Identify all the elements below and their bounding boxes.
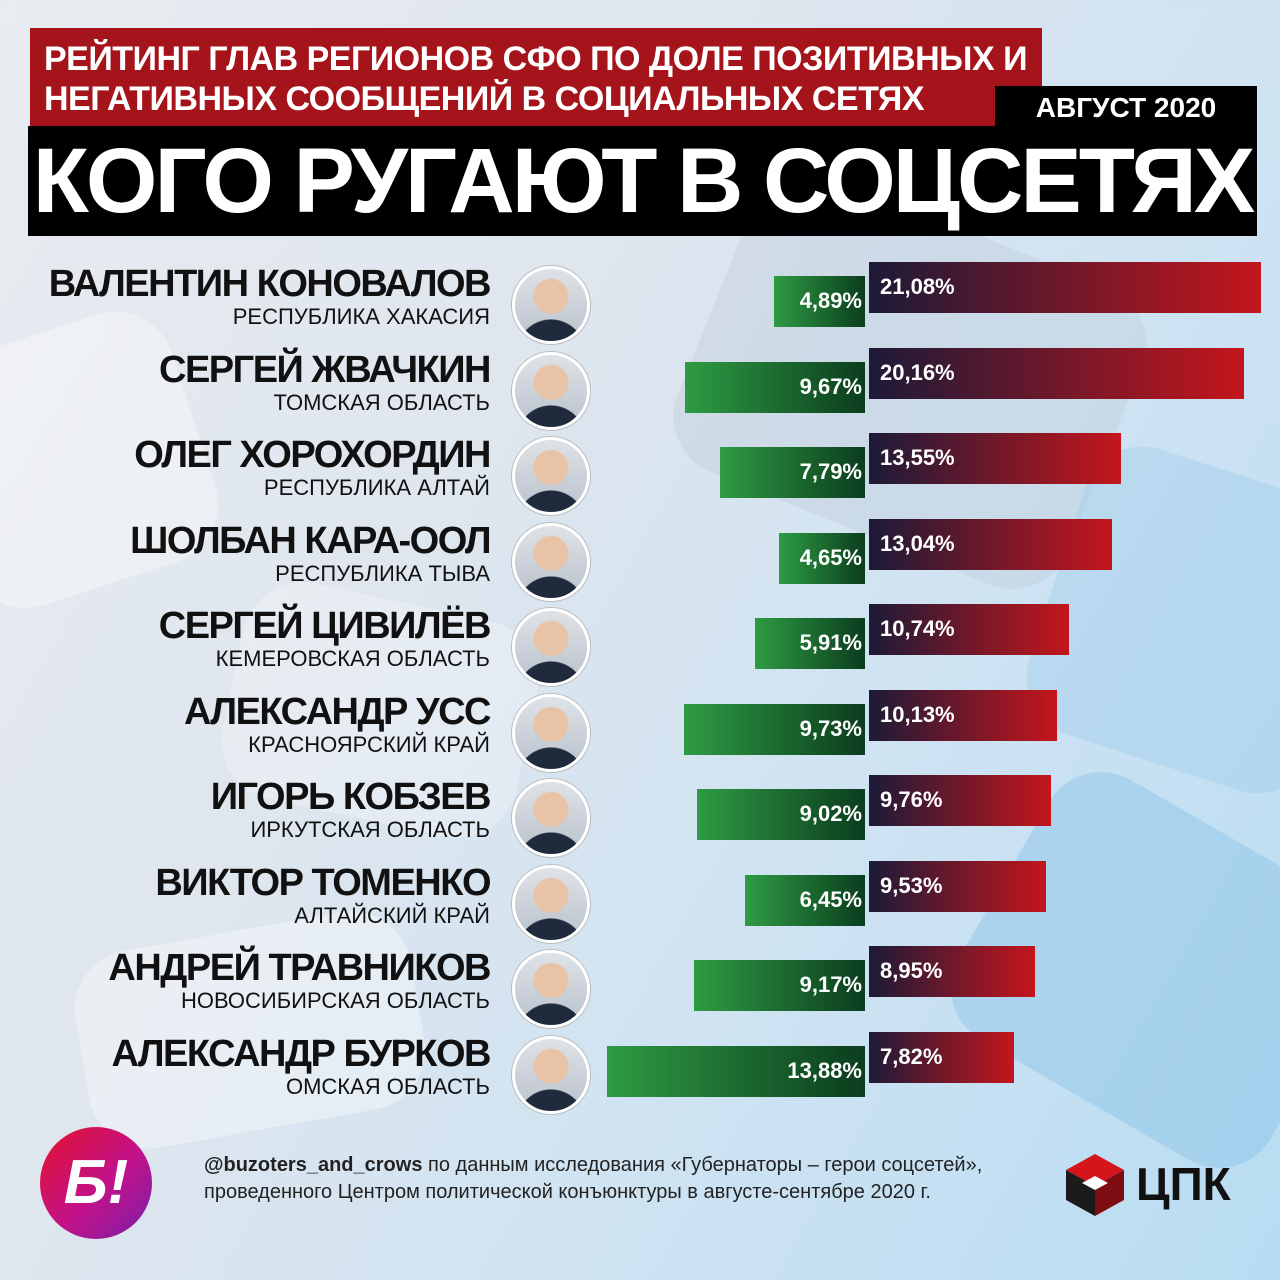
- header-subtitle-line1: РЕЙТИНГ ГЛАВ РЕГИОНОВ СФО ПО ДОЛЕ ПОЗИТИ…: [44, 40, 1028, 78]
- positive-bar: [697, 789, 865, 840]
- region-name: ТОМСКАЯ ОБЛАСТЬ: [273, 389, 490, 415]
- chart-row: ШОЛБАН КАРА-ООЛ РЕСПУБЛИКА ТЫВА 4,65% 13,04…: [0, 518, 1280, 601]
- governor-avatar: [512, 1035, 590, 1114]
- header-subtitle-line2: НЕГАТИВНЫХ СООБЩЕНИЙ В СОЦИАЛЬНЫХ СЕТЯХ: [44, 80, 925, 118]
- governor-name: ВИКТОР ТОМЕНКО: [155, 861, 491, 904]
- governor-name: ИГОРЬ КОБЗЕВ: [210, 776, 492, 818]
- governor-avatar: [512, 351, 590, 430]
- governor-avatar: [512, 266, 590, 344]
- negative-value-label: 9,76%: [880, 787, 943, 812]
- region-name: РЕСПУБЛИКА ХАКАСИЯ: [232, 304, 490, 329]
- region-name: ОМСКАЯ ОБЛАСТЬ: [285, 1073, 490, 1099]
- footer-text-line1: по данным исследования «Губернаторы – ге…: [422, 1154, 983, 1176]
- negative-value-label: 13,55%: [880, 445, 955, 470]
- positive-value-label: 4,89%: [799, 288, 862, 313]
- region-name: РЕСПУБЛИКА АЛТАЙ: [263, 475, 490, 500]
- positive-value-label: 4,65%: [799, 544, 862, 570]
- negative-bar: [869, 860, 1047, 912]
- chart-row: СЕРГЕЙ ЖВАЧКИН ТОМСКАЯ ОБЛАСТЬ 9,67% 20,16%: [0, 347, 1280, 430]
- footer-handle: @buzoters_and_crows: [204, 1154, 423, 1176]
- chart-row: АЛЕКСАНДР УСС КРАСНОЯРСКИЙ КРАЙ 9,73% 10,13…: [0, 689, 1280, 772]
- negative-value-label: 13,04%: [880, 530, 955, 556]
- cpk-logo-text: ЦПК: [1136, 1158, 1231, 1210]
- chart-row: ВАЛЕНТИН КОНОВАЛОВ РЕСПУБЛИКА ХАКАСИЯ 4,89…: [0, 262, 1280, 344]
- chart-row: ИГОРЬ КОБЗЕВ ИРКУТСКАЯ ОБЛАСТЬ 9,02% 9,76%: [0, 775, 1280, 857]
- negative-value-label: 7,82%: [880, 1043, 943, 1069]
- positive-value-label: 9,02%: [799, 801, 862, 826]
- region-name: РЕСПУБЛИКА ТЫВА: [275, 560, 490, 586]
- positive-bar: [606, 1045, 865, 1097]
- governor-avatar: [512, 779, 590, 857]
- governor-name: ОЛЕГ ХОРОХОРДИН: [134, 434, 491, 476]
- chart-row: АНДРЕЙ ТРАВНИКОВ НОВОСИБИРСКАЯ ОБЛАСТЬ 9,1…: [0, 946, 1280, 1028]
- negative-bar: [869, 946, 1036, 997]
- governor-avatar: [512, 522, 590, 601]
- positive-bar: [745, 874, 865, 926]
- negative-value-label: 10,13%: [880, 701, 955, 727]
- negative-bar: [869, 518, 1112, 570]
- negative-bar: [869, 775, 1051, 826]
- negative-bar: [869, 689, 1058, 741]
- governor-name: АЛЕКСАНДР УСС: [184, 690, 492, 733]
- positive-bar: [720, 447, 865, 498]
- negative-bar: [869, 262, 1262, 313]
- region-name: КРАСНОЯРСКИЙ КРАЙ: [248, 731, 490, 757]
- negative-value-label: 10,74%: [880, 616, 955, 641]
- governor-name: СЕРГЕЙ ЖВАЧКИН: [159, 348, 491, 391]
- negative-bar: [869, 433, 1122, 484]
- negative-bar: [869, 347, 1244, 399]
- negative-value-label: 9,53%: [880, 872, 943, 898]
- positive-value-label: 13,88%: [787, 1057, 862, 1083]
- governor-avatar: [512, 608, 590, 686]
- header-date: АВГУСТ 2020: [995, 86, 1257, 130]
- positive-value-label: 9,17%: [799, 972, 862, 997]
- chart-row: СЕРГЕЙ ЦИВИЛЁВ КЕМЕРОВСКАЯ ОБЛАСТЬ 5,91% 10…: [0, 604, 1280, 686]
- governor-name: АЛЕКСАНДР БУРКОВ: [111, 1032, 491, 1075]
- governor-name: ВАЛЕНТИН КОНОВАЛОВ: [48, 263, 492, 305]
- positive-value-label: 9,73%: [799, 715, 862, 741]
- governor-name: АНДРЕЙ ТРАВНИКОВ: [108, 947, 491, 989]
- positive-bar: [774, 276, 865, 327]
- footer-source: @buzoters_and_crows по данным исследован…: [204, 1152, 1064, 1206]
- positive-bar: [755, 618, 865, 669]
- buzoters-logo: Б!: [40, 1127, 152, 1239]
- positive-value-label: 5,91%: [799, 630, 862, 655]
- governor-avatar: [512, 950, 590, 1028]
- cpk-cube-icon: [1066, 1154, 1124, 1216]
- positive-value-label: 6,45%: [799, 886, 862, 912]
- region-name: КЕМЕРОВСКАЯ ОБЛАСТЬ: [215, 646, 490, 671]
- negative-bar: [869, 1031, 1015, 1083]
- chart-row: ВИКТОР ТОМЕНКО АЛТАЙСКИЙ КРАЙ 6,45% 9,53%: [0, 860, 1280, 943]
- negative-bar: [869, 604, 1069, 655]
- governor-name: СЕРГЕЙ ЦИВИЛЁВ: [158, 605, 492, 647]
- region-name: НОВОСИБИРСКАЯ ОБЛАСТЬ: [180, 988, 490, 1013]
- negative-value-label: 8,95%: [880, 958, 943, 983]
- page-title: КОГО РУГАЮТ В СОЦСЕТЯХ: [28, 126, 1257, 236]
- positive-bar: [694, 960, 865, 1011]
- governor-avatar: [512, 864, 590, 943]
- positive-bar: [685, 361, 865, 413]
- region-name: ИРКУТСКАЯ ОБЛАСТЬ: [250, 817, 490, 842]
- governor-name: ШОЛБАН КАРА-ООЛ: [130, 519, 491, 562]
- negative-value-label: 21,08%: [880, 274, 955, 299]
- chart-row: АЛЕКСАНДР БУРКОВ ОМСКАЯ ОБЛАСТЬ 13,88% 7,82…: [0, 1031, 1280, 1114]
- positive-bar: [684, 703, 865, 755]
- region-name: АЛТАЙСКИЙ КРАЙ: [294, 902, 490, 928]
- chart-row: ОЛЕГ ХОРОХОРДИН РЕСПУБЛИКА АЛТАЙ 7,79% 13,5…: [0, 433, 1280, 515]
- negative-value-label: 20,16%: [880, 359, 955, 385]
- header-subtitle: РЕЙТИНГ ГЛАВ РЕГИОНОВ СФО ПО ДОЛЕ ПОЗИТИ…: [30, 28, 1042, 128]
- positive-bar: [778, 532, 865, 584]
- footer-text-line2: проведенного Центром политической конъюн…: [204, 1181, 931, 1203]
- positive-value-label: 7,79%: [799, 459, 862, 484]
- governor-avatar: [512, 693, 590, 772]
- cpk-logo: ЦПК: [1060, 1150, 1260, 1220]
- positive-value-label: 9,67%: [799, 373, 862, 399]
- governor-avatar: [512, 437, 590, 515]
